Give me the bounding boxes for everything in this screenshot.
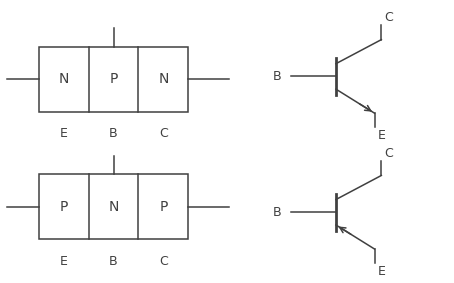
Bar [39, 47, 188, 112]
Text: C: C [159, 127, 168, 140]
Text: P: P [59, 200, 68, 214]
Text: B: B [109, 127, 118, 140]
Text: C: C [159, 255, 168, 268]
Text: B: B [109, 255, 118, 268]
Text: C: C [384, 11, 393, 24]
Text: B: B [273, 70, 281, 83]
Bar [39, 174, 188, 239]
Text: E: E [377, 265, 385, 278]
Text: P: P [109, 72, 118, 86]
Text: B: B [273, 206, 281, 219]
Text: N: N [59, 72, 69, 86]
Text: C: C [384, 147, 393, 160]
Text: E: E [377, 129, 385, 142]
Text: N: N [109, 200, 118, 214]
Text: P: P [159, 200, 168, 214]
Text: E: E [59, 127, 68, 140]
Text: N: N [158, 72, 168, 86]
Text: E: E [59, 255, 68, 268]
